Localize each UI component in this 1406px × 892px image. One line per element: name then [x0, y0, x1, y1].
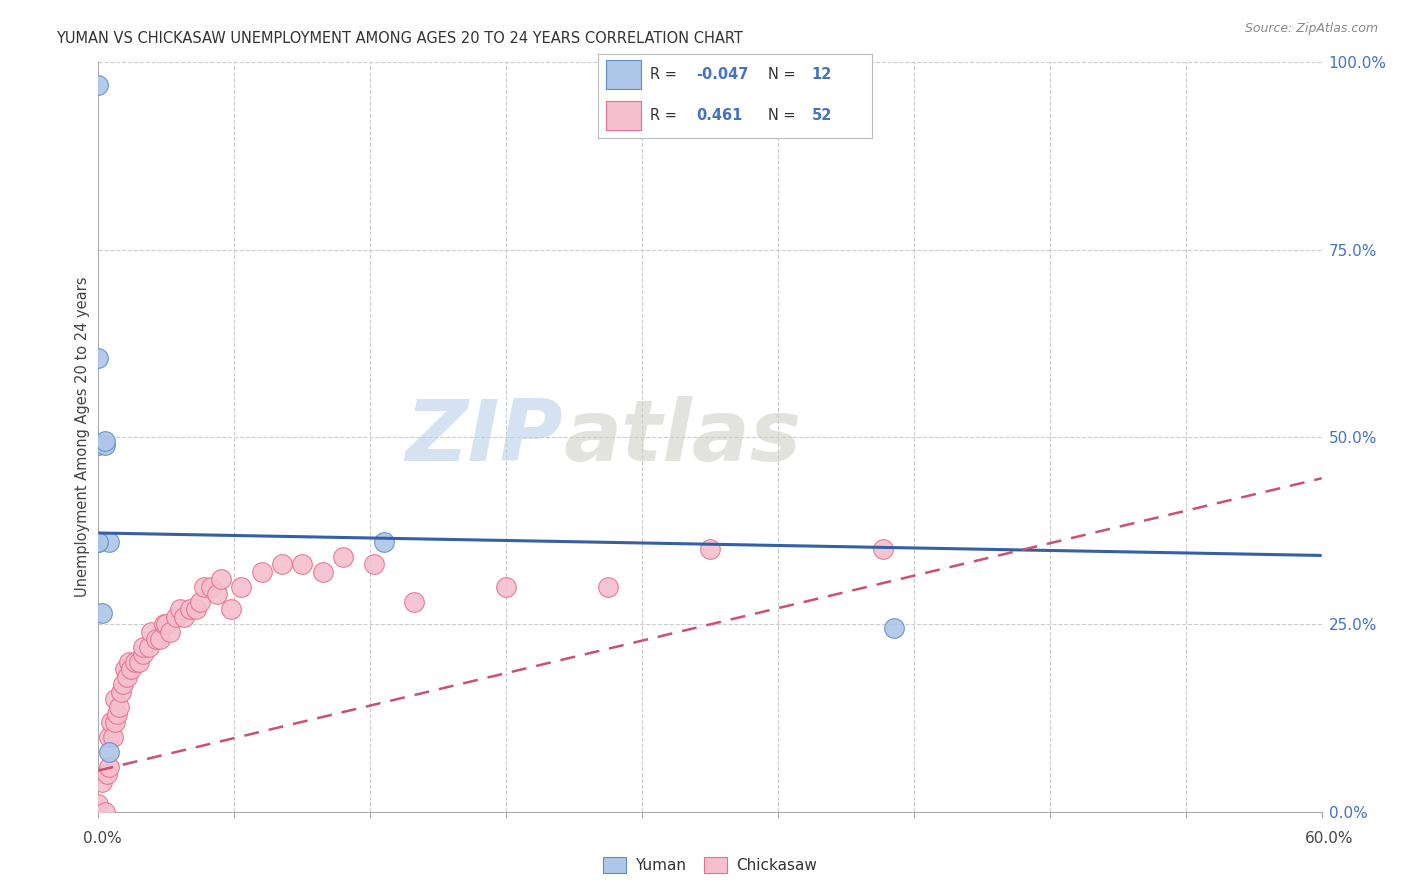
Point	[87, 535, 110, 549]
Point	[115, 670, 138, 684]
Point	[872, 542, 894, 557]
Text: -0.047: -0.047	[696, 67, 748, 82]
Point	[205, 587, 228, 601]
Text: N =: N =	[768, 108, 796, 123]
Point	[108, 699, 131, 714]
Text: atlas: atlas	[564, 395, 801, 479]
Point	[118, 655, 141, 669]
Point	[149, 632, 172, 647]
Point	[699, 542, 721, 557]
Point	[598, 580, 620, 594]
Text: ZIP: ZIP	[405, 395, 564, 479]
Point	[120, 662, 142, 676]
Point	[186, 602, 208, 616]
Text: 0.461: 0.461	[696, 108, 742, 123]
Point	[93, 434, 115, 448]
Text: Source: ZipAtlas.com: Source: ZipAtlas.com	[1244, 22, 1378, 36]
Text: 12: 12	[811, 67, 832, 82]
Point	[105, 707, 128, 722]
Bar	[606, 101, 641, 130]
Point	[97, 730, 120, 744]
Point	[250, 565, 273, 579]
Point	[110, 685, 132, 699]
Point	[91, 774, 114, 789]
Point	[104, 714, 127, 729]
Point	[114, 662, 136, 676]
Point	[495, 580, 517, 594]
Point	[188, 595, 212, 609]
Point	[128, 655, 150, 669]
Text: N =: N =	[768, 67, 796, 82]
Point	[87, 535, 110, 549]
Point	[91, 606, 114, 620]
Point	[219, 602, 242, 616]
Point	[87, 437, 110, 451]
Point	[193, 580, 215, 594]
Point	[404, 595, 426, 609]
Point	[96, 767, 118, 781]
Point	[179, 602, 201, 616]
Point	[141, 624, 163, 639]
Point	[132, 640, 155, 654]
Point	[97, 745, 120, 759]
Point	[93, 805, 115, 819]
Point	[97, 760, 120, 774]
Text: 52: 52	[811, 108, 832, 123]
Point	[132, 648, 155, 662]
Point	[332, 549, 354, 564]
Point	[155, 617, 177, 632]
Point	[104, 692, 127, 706]
Point	[152, 617, 174, 632]
Point	[200, 580, 222, 594]
Point	[291, 558, 314, 572]
Text: 60.0%: 60.0%	[1305, 831, 1353, 846]
Point	[883, 621, 905, 635]
Point	[373, 535, 395, 549]
Point	[111, 677, 134, 691]
Point	[165, 610, 187, 624]
Point	[312, 565, 335, 579]
Text: R =: R =	[650, 67, 676, 82]
Legend: Yuman, Chickasaw: Yuman, Chickasaw	[596, 851, 824, 879]
Point	[100, 714, 122, 729]
Point	[173, 610, 195, 624]
Point	[209, 573, 232, 587]
Point	[93, 437, 115, 451]
Text: YUMAN VS CHICKASAW UNEMPLOYMENT AMONG AGES 20 TO 24 YEARS CORRELATION CHART: YUMAN VS CHICKASAW UNEMPLOYMENT AMONG AG…	[56, 31, 744, 46]
Point	[97, 535, 120, 549]
Bar	[606, 61, 641, 89]
Point	[87, 78, 110, 92]
Point	[169, 602, 191, 616]
Text: 0.0%: 0.0%	[83, 831, 122, 846]
Point	[138, 640, 160, 654]
Point	[101, 730, 124, 744]
Y-axis label: Unemployment Among Ages 20 to 24 years: Unemployment Among Ages 20 to 24 years	[75, 277, 90, 598]
Point	[363, 558, 385, 572]
Text: R =: R =	[650, 108, 676, 123]
Point	[87, 351, 110, 366]
Point	[159, 624, 181, 639]
Point	[145, 632, 167, 647]
Point	[87, 797, 110, 812]
Point	[124, 655, 146, 669]
Point	[270, 558, 294, 572]
Point	[231, 580, 253, 594]
